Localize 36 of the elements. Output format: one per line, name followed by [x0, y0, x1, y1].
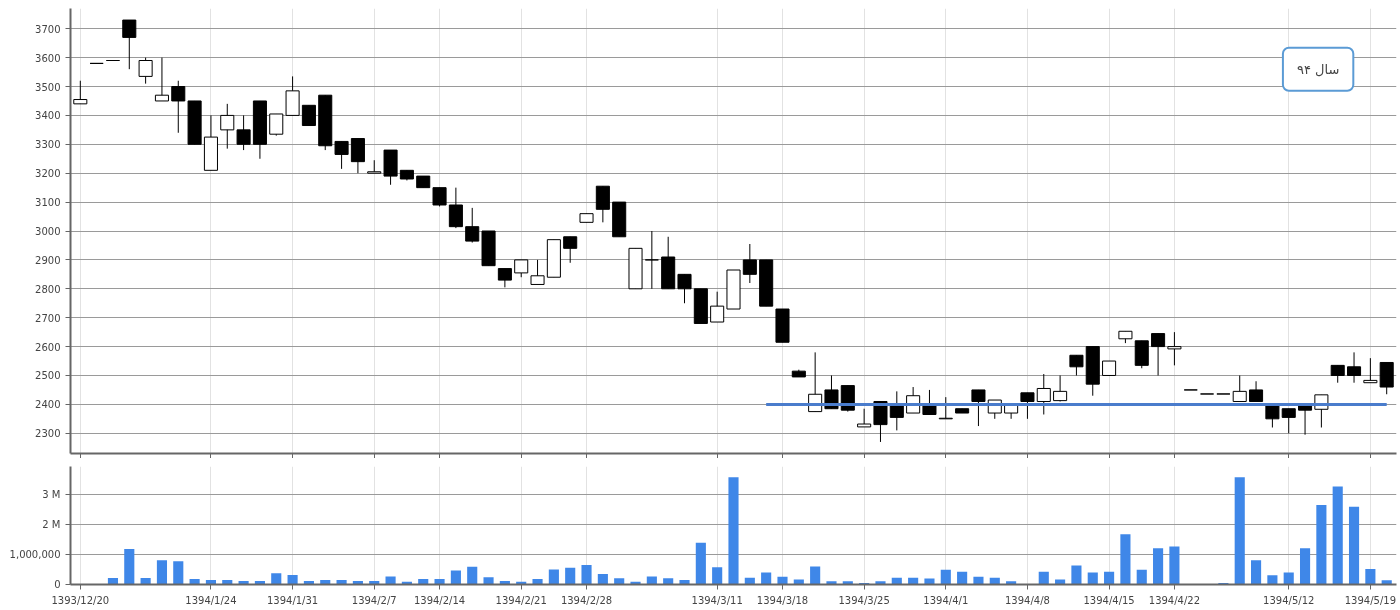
y-tick-label: 2700	[35, 312, 61, 324]
x-tick-label: 1394/5/19	[1344, 594, 1397, 606]
x-tick-label: 1394/4/1	[923, 594, 969, 606]
x-tick-label: 1394/1/24	[185, 594, 237, 606]
x-tick-label: 1394/2/7	[351, 594, 397, 606]
y-tick-label: 3000	[35, 226, 61, 237]
x-tick-label: 1394/2/28	[560, 594, 613, 606]
x-tick-label: 1394/4/22	[1148, 594, 1201, 606]
y-tick-label: 3 M	[42, 489, 61, 501]
x-tick-label: 1394/2/14	[413, 594, 466, 606]
y-tick-label: 3100	[35, 197, 61, 209]
x-tick-label: 1394/2/21	[495, 594, 547, 606]
x-tick-label: 1393/12/20	[51, 594, 110, 606]
y-tick-label: 3600	[35, 52, 61, 64]
y-tick-label: 2900	[35, 254, 61, 266]
y-tick-label: 2800	[35, 283, 61, 295]
y-tick-label: 3300	[35, 139, 61, 151]
y-tick-label: 3200	[35, 168, 61, 180]
y-tick-label: 2600	[35, 341, 61, 353]
y-tick-label: 3400	[35, 110, 61, 122]
y-tick-label: 2300	[35, 428, 61, 440]
y-tick-label: 1,000,000	[9, 549, 61, 561]
y-tick-label: 2400	[35, 399, 61, 411]
y-tick-label: 3500	[35, 81, 61, 93]
y-tick-label: 2500	[35, 370, 61, 382]
annotation: سال ۹۴	[1296, 61, 1340, 77]
x-tick-label: 1394/3/18	[756, 594, 809, 606]
y-tick-label: 3700	[35, 23, 61, 35]
x-tick-label: 1394/3/11	[691, 594, 743, 606]
y-tick-label: 2 M	[42, 519, 61, 531]
y-tick-label: 0	[54, 579, 61, 590]
x-tick-label: 1394/4/15	[1083, 594, 1135, 606]
x-tick-label: 1394/4/8	[1004, 594, 1050, 606]
x-tick-label: 1394/1/31	[266, 594, 319, 606]
x-tick-label: 1394/3/25	[838, 594, 890, 606]
x-tick-label: 1394/5/12	[1263, 594, 1315, 606]
